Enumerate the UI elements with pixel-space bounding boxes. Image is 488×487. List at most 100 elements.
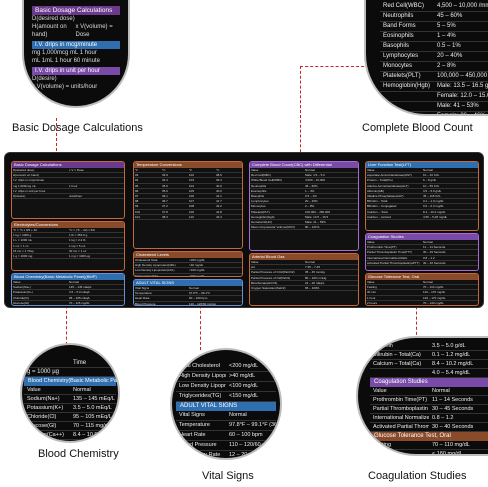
table-row: 98 36.7 107 41.7 <box>134 199 242 205</box>
table-cell: 102 <box>189 173 195 178</box>
table-cell: 80 – 100 fL <box>305 225 321 230</box>
table-cell: <150 mg/dL <box>229 393 259 399</box>
zoom-dosage-iv2-line: x V(volume) = units/hour <box>32 84 98 90</box>
cbc-row: Eosinophils 1 – 4% <box>380 32 488 42</box>
table-cell: 38.9 <box>216 173 222 178</box>
table-cell: 70 – 115 mg/dL <box>69 300 90 305</box>
mat-card-dosage: Basic Dosage Calculations D(desired dose)… <box>11 161 125 219</box>
table-cell: 0.7 – 1.4 mg/dL <box>70 440 116 441</box>
table-cell: Fasting <box>367 285 377 290</box>
table-cell: Normal <box>432 388 450 394</box>
table-cell: 42.2 <box>216 204 222 209</box>
connector-cbc-h <box>300 66 410 67</box>
vital-row: Temperature 97.8°F – 99.1°F (36.5°C) <box>176 421 276 431</box>
card-title: Electrolytes/Conversions <box>12 222 124 228</box>
table-cell: Calcium(Ca++) <box>27 432 64 438</box>
table-row: 1 kg = 1000 g 1 lb = 453.6 g <box>12 233 124 239</box>
table-cell: Neutrophils <box>251 183 267 188</box>
chem-row: Glucose(Gl) 70 – 115 mg/dL <box>24 422 116 431</box>
cholesterol-row: Low Density Lipoprotein(LDL)<100 mg/dL <box>176 382 276 392</box>
table-cell: Eosinophils <box>383 33 414 39</box>
table-row: Chloride(Cl) 95 – 105 mEq/L <box>12 296 124 301</box>
table-cell: 11 – 14 Seconds <box>432 397 473 403</box>
table-cell: Potassium(K+) <box>13 290 33 295</box>
cholesterol-row: High Density Lipoprotein(HDL)>40 mg/dL <box>176 372 276 382</box>
card-title: Coagulation Studies <box>366 234 478 240</box>
table-cell <box>68 178 124 182</box>
table-cell: Neutrophils <box>383 13 414 19</box>
table-cell: 3.5 – 5.0 g/dL <box>432 343 466 349</box>
table-cell: 45 – 115 IU/L <box>423 194 441 199</box>
table-row: 30 min 110 – 170 mg/dL <box>366 290 478 296</box>
table-cell: <200 mg/dL <box>189 258 205 262</box>
table-row: Value Normal <box>366 280 478 286</box>
table-cell: Hemoglobin(Hgb) <box>383 83 431 89</box>
table-row: 101 38.3 110 43.3 <box>134 214 242 221</box>
table-row: Bicarbonate(HCO3) 22 – 26 mEq/L <box>250 281 358 287</box>
table-cell: Low Density Lipoprotein(LDL) <box>179 383 226 389</box>
table-row: Prothrombin Time(PT) 11 – 14 Seconds <box>366 245 478 251</box>
card-title: ADULT VITAL SIGNS <box>134 280 242 286</box>
table-row: 1 L = 1000 mL 1 kg = 2.2 lb <box>12 238 124 244</box>
table-cell: 45 – 60% <box>305 183 318 188</box>
table-cell: Alkaline Phosphatase(ALP) <box>367 194 404 199</box>
table-cell: Male: 41 – 53% <box>305 220 326 225</box>
table-cell: Male: 13.5 – 16.5 g/dL <box>437 83 488 89</box>
zoom-dosage-title: Basic Dosage Calculations <box>32 6 120 15</box>
table-cell: <150 mg/dL <box>189 273 205 277</box>
chem-row: Creatinine(Cr)0.7 – 1.4 mg/dL <box>24 440 116 441</box>
table-cell: 60 – 100 bpm <box>189 296 208 301</box>
table-row: Bilirubin – Total 0.1 – 1.0 mg/dL <box>366 199 478 205</box>
table-cell: 96 <box>135 188 139 193</box>
table-cell: Heart Rate <box>135 296 150 301</box>
table-row: Vital Signs Normal <box>134 286 242 292</box>
cbc-row: Basophils 0.5 – 1% <box>380 42 488 52</box>
table-cell: Monocytes <box>383 63 413 69</box>
table-cell: 1 mL = 1 cc <box>13 243 29 248</box>
table-cell: pH <box>251 265 255 270</box>
table-cell: 120 – 170 mg/dL <box>423 295 446 300</box>
table-cell: Normal <box>423 240 433 244</box>
table-cell: 40.0 <box>216 183 222 188</box>
table-cell: 100 <box>135 209 141 214</box>
table-cell: 60 – 100 bpm <box>229 432 263 438</box>
table-cell: Male: 41 – 53% <box>437 103 479 109</box>
table-cell: Female: 36 – 46% <box>437 113 486 116</box>
table-cell: 80 – 100 mmHg <box>305 275 327 280</box>
table-cell: 110 <box>189 214 194 219</box>
liver-row: Bilirubin – Total(Ca) 0.1 – 1.2 mg/dL <box>370 351 488 360</box>
table-cell: 98 <box>135 199 139 204</box>
table-cell: Bilirubin – Conjugated <box>367 204 397 209</box>
table-row: °F = °C x 9/5 + 32 °C = (°F – 32) x 5/9 <box>12 228 124 234</box>
table-cell: Chloride(Cl) <box>27 414 57 420</box>
table-cell: Value <box>367 280 375 284</box>
table-cell: 4.0 – 5.4 mg/dL <box>432 370 471 376</box>
table-cell: 103 <box>189 178 195 183</box>
vital-row: Vital Signs Normal <box>176 411 276 421</box>
table-cell: Sodium(Na+) <box>13 285 31 290</box>
table-cell: 5 – 5% <box>437 23 456 29</box>
table-row: Value Normal <box>366 168 478 174</box>
table-cell: <200 mg/dL <box>229 363 259 369</box>
table-cell: 0.8 – 1.2 <box>423 255 435 260</box>
table-cell: Value <box>13 280 21 284</box>
table-cell <box>68 189 124 193</box>
zoom-dosage-line: x V(volume) = Dose <box>75 24 113 38</box>
cbc-row: Male: 41 – 53% <box>380 102 488 112</box>
table-cell: Lymphocytes <box>383 53 419 59</box>
table-cell: Value <box>251 260 259 264</box>
table-row: Sodium(Na+) 135 – 145 mEq/L <box>12 285 124 291</box>
table-row: D(desired dose) x V = Dose <box>12 168 124 174</box>
table-cell: 35.6 <box>162 188 168 193</box>
table-cell: 35 – 45 mmHg <box>305 270 325 275</box>
table-cell: Normal <box>189 286 199 290</box>
table-cell <box>380 112 434 114</box>
vital-row: Respiratory Rate 12 – 20 <box>176 451 276 458</box>
table-row: Value Normal <box>12 280 124 286</box>
cbc-row: Red Cell(WBC) 4,500 – 10,000 /mm³ <box>380 2 488 12</box>
table-row: Protein – Total(Pro) 6 – 8 g/dL <box>366 178 478 184</box>
table-cell: Protein – Total(Pro) <box>367 178 393 183</box>
table-cell: 30 – 40 Seconds <box>423 260 446 265</box>
table-row: 94 34.4 103 39.4 <box>134 178 242 184</box>
table-cell: Temperature <box>179 422 210 428</box>
